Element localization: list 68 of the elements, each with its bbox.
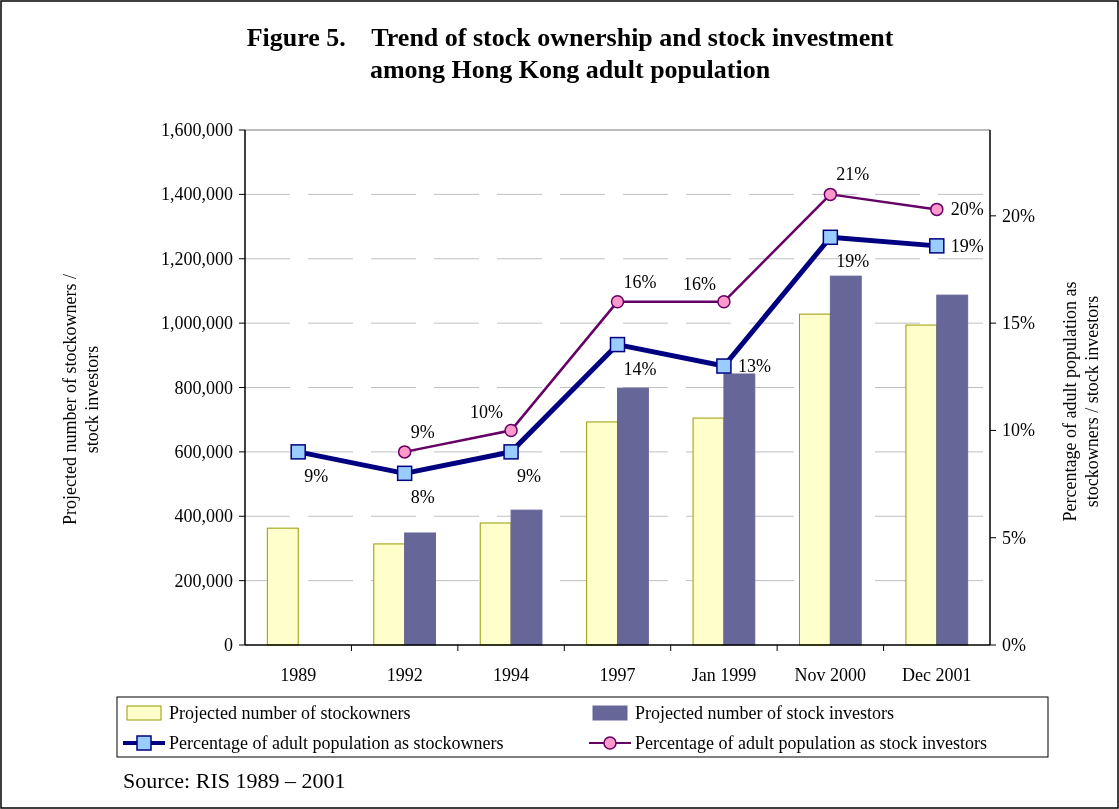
x-tick-label: 1997 <box>599 665 636 685</box>
chart-title: Figure 5. Trend of stock ownership and stock investment among Hong Kong adult population <box>246 23 894 84</box>
y2-axis-title: Percentage of adult population as stockowners / stock investors <box>1060 281 1102 522</box>
point <box>929 238 945 254</box>
x-tick-label: 1994 <box>493 665 530 685</box>
bar <box>373 543 406 646</box>
x-tick-label: Nov 2000 <box>794 665 867 685</box>
bar <box>617 387 649 646</box>
data-label: 10% <box>470 402 504 423</box>
bar <box>905 324 938 646</box>
point <box>930 202 944 217</box>
x-tick-label: 1989 <box>280 665 317 685</box>
bar <box>404 532 437 646</box>
y-tick-label: 1,200,000 <box>161 248 233 269</box>
y-tick-label: 1,000,000 <box>161 313 233 334</box>
bar <box>936 294 969 646</box>
data-label: 8% <box>410 487 435 508</box>
data-label: 14% <box>623 358 657 379</box>
data-label: 20% <box>950 199 984 220</box>
bar <box>723 373 756 646</box>
y2-tick-label: 5% <box>1002 527 1026 548</box>
bar <box>510 509 543 646</box>
bar <box>829 275 862 646</box>
point <box>717 294 731 309</box>
data-label: 9% <box>517 465 542 486</box>
y2-tick-label: 0% <box>1002 635 1026 655</box>
y2-tick-label: 10% <box>1002 420 1035 441</box>
x-tick-label: Dec 2001 <box>902 665 972 685</box>
legend-label: Projected number of stockowners <box>169 703 411 723</box>
legend-label: Percentage of adult population as stockowners <box>169 733 504 753</box>
y2-tick-label: 20% <box>1002 205 1035 226</box>
data-label: 16% <box>623 271 657 292</box>
bar <box>586 421 618 646</box>
y-tick-label: 400,000 <box>174 506 233 527</box>
data-label: 19% <box>836 251 870 272</box>
source-note: Source: RIS 1989 – 2001 <box>123 768 346 793</box>
y-axis-title: Projected number of stockowners / stock investors <box>60 274 102 525</box>
point <box>396 465 413 482</box>
y-tick-label: 0 <box>224 635 233 655</box>
bar <box>798 313 831 646</box>
y-tick-label: 800,000 <box>174 377 233 398</box>
data-label: 16% <box>682 273 716 294</box>
bar <box>692 417 725 646</box>
point <box>397 445 412 459</box>
data-label: 21% <box>836 164 870 185</box>
y2-tick-label: 15% <box>1002 313 1035 334</box>
legend-label: Percentage of adult population as stock investors <box>635 733 987 753</box>
y-tick-label: 1,600,000 <box>161 120 233 140</box>
x-tick-label: 1992 <box>386 665 423 685</box>
point <box>609 336 626 353</box>
point <box>823 187 838 202</box>
point <box>716 358 732 374</box>
data-label: 13% <box>737 356 771 377</box>
point <box>290 444 306 460</box>
point <box>822 229 839 246</box>
point <box>503 444 519 460</box>
y-tick-label: 1,400,000 <box>161 184 233 205</box>
point <box>504 423 518 438</box>
x-tick-label: Jan 1999 <box>691 665 757 685</box>
y-tick-label: 600,000 <box>174 441 233 462</box>
data-label: 19% <box>950 235 984 256</box>
legend-label: Projected number of stock investors <box>635 703 894 723</box>
y-tick-label: 200,000 <box>174 570 233 591</box>
bar <box>266 527 299 646</box>
point <box>610 294 625 309</box>
data-label: 9% <box>304 465 329 486</box>
data-label: 9% <box>410 421 435 442</box>
bar <box>479 522 512 646</box>
